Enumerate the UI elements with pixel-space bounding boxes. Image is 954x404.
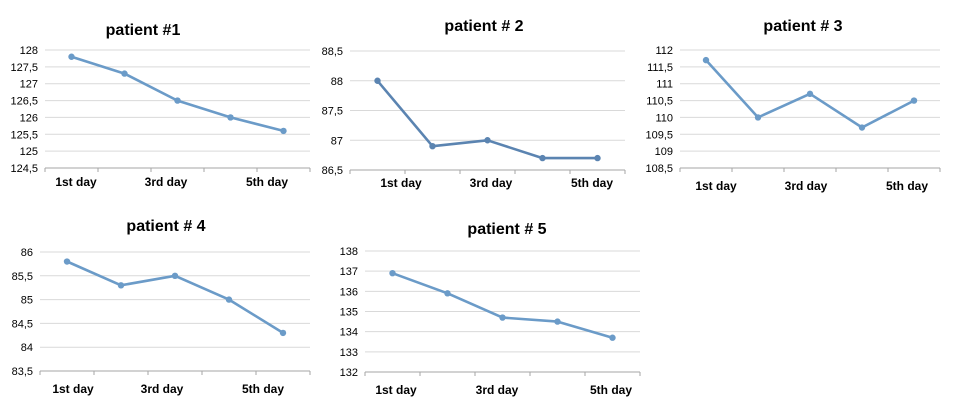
data-point — [174, 97, 181, 104]
data-point — [374, 77, 381, 84]
x-tick-label: 5th day — [242, 382, 284, 396]
chart-1: patient #1 124,5 125 125,5 126 126,5 127 127,5 1… — [10, 22, 311, 189]
y-tick-label: 85 — [21, 295, 33, 307]
x-tick-label: 1st day — [380, 176, 422, 190]
x-tick-label: 1st day — [55, 175, 97, 189]
data-point — [63, 258, 71, 265]
y-tick-label: 133 — [340, 347, 358, 359]
y-tick-label: 132 — [340, 367, 358, 379]
y-tick-label: 125,5 — [10, 129, 38, 141]
data-point — [171, 272, 179, 279]
series-line — [65, 260, 285, 335]
data-point — [121, 70, 128, 77]
y-tick-label: 87 — [331, 135, 343, 147]
data-point — [910, 97, 918, 104]
data-point — [539, 154, 546, 162]
y-tick-label: 137 — [340, 266, 358, 278]
series-line — [391, 271, 614, 340]
x-tick-label: 3rd day — [470, 176, 513, 190]
data-point — [484, 137, 491, 144]
data-point — [117, 282, 125, 289]
y-tick-label: 134 — [340, 327, 358, 339]
data-point — [702, 56, 710, 64]
chart-4: patient # 4 83,5 84 84,5 85 85,5 86 1st day 3rd … — [12, 218, 311, 396]
x-tick-label: 1st day — [695, 179, 737, 193]
data-point — [594, 154, 601, 162]
y-tick-label: 109 — [655, 146, 673, 158]
chart-title: patient # 4 — [126, 218, 205, 235]
y-tick-label: 125 — [20, 146, 38, 158]
y-tick-label: 127,5 — [10, 62, 38, 74]
series-line — [70, 55, 285, 133]
x-tick-label: 5th day — [246, 175, 288, 189]
x-tick-label: 3rd day — [785, 179, 828, 193]
data-point — [444, 290, 451, 297]
y-tick-label: 86 — [21, 247, 33, 259]
y-tick-label: 111,5 — [647, 62, 673, 74]
data-point — [225, 296, 233, 303]
y-tick-label: 136 — [340, 286, 358, 298]
x-tick-label: 5th day — [571, 176, 613, 190]
chart-title: patient # 5 — [467, 221, 546, 238]
data-point — [429, 143, 436, 150]
y-tick-label: 86,5 — [322, 165, 343, 177]
y-tick-label: 127 — [20, 79, 38, 91]
y-tick-label: 84 — [21, 342, 33, 354]
chart-title: patient #1 — [106, 22, 181, 39]
x-tick-label: 1st day — [52, 382, 94, 396]
y-tick-label: 83,5 — [12, 366, 33, 378]
data-point — [279, 329, 287, 337]
y-tick-label: 109,5 — [645, 129, 673, 141]
data-point — [68, 53, 75, 60]
series-line — [376, 79, 599, 160]
y-tick-label: 108,5 — [645, 163, 673, 175]
y-tick-label: 111 — [656, 79, 673, 91]
data-point — [754, 114, 762, 121]
y-tick-label: 126,5 — [10, 96, 38, 108]
y-tick-label: 128 — [20, 45, 38, 57]
y-tick-label: 126 — [20, 112, 38, 124]
y-tick-label: 84,5 — [12, 318, 33, 330]
x-tick-label: 3rd day — [145, 175, 188, 189]
y-tick-label: 88,5 — [322, 46, 343, 58]
y-tick-label: 110 — [655, 112, 673, 124]
data-point — [280, 127, 287, 135]
chart-3: patient # 3 108,5 109 109,5 110 110,5 111 111,5… — [645, 18, 941, 193]
chart-title: patient # 3 — [763, 18, 842, 35]
x-tick-label: 1st day — [375, 383, 417, 397]
y-tick-label: 138 — [340, 246, 358, 258]
x-tick-label: 5th day — [886, 179, 928, 193]
data-point — [554, 318, 561, 325]
data-point — [499, 314, 506, 321]
data-point — [609, 334, 616, 341]
y-tick-label: 135 — [340, 307, 358, 319]
y-tick-label: 87,5 — [322, 106, 343, 118]
y-tick-label: 85,5 — [12, 271, 33, 283]
chart-5: patient # 5 132 133 134 135 136 137 138 1st day 3… — [340, 221, 641, 397]
chart-title: patient # 2 — [444, 18, 523, 35]
data-point — [389, 269, 396, 277]
y-tick-label: 112 — [655, 45, 673, 57]
y-tick-label: 124,5 — [10, 163, 38, 175]
data-point — [806, 90, 814, 98]
y-tick-label: 110,5 — [646, 96, 673, 108]
x-tick-label: 3rd day — [476, 383, 519, 397]
data-point — [227, 114, 234, 121]
x-tick-label: 5th day — [590, 383, 632, 397]
y-tick-label: 88 — [331, 76, 343, 88]
chart-2: patient # 2 86,5 87 87,5 88 88,5 1st day 3rd da… — [322, 18, 626, 190]
x-tick-label: 3rd day — [141, 382, 184, 396]
data-point — [858, 124, 866, 131]
